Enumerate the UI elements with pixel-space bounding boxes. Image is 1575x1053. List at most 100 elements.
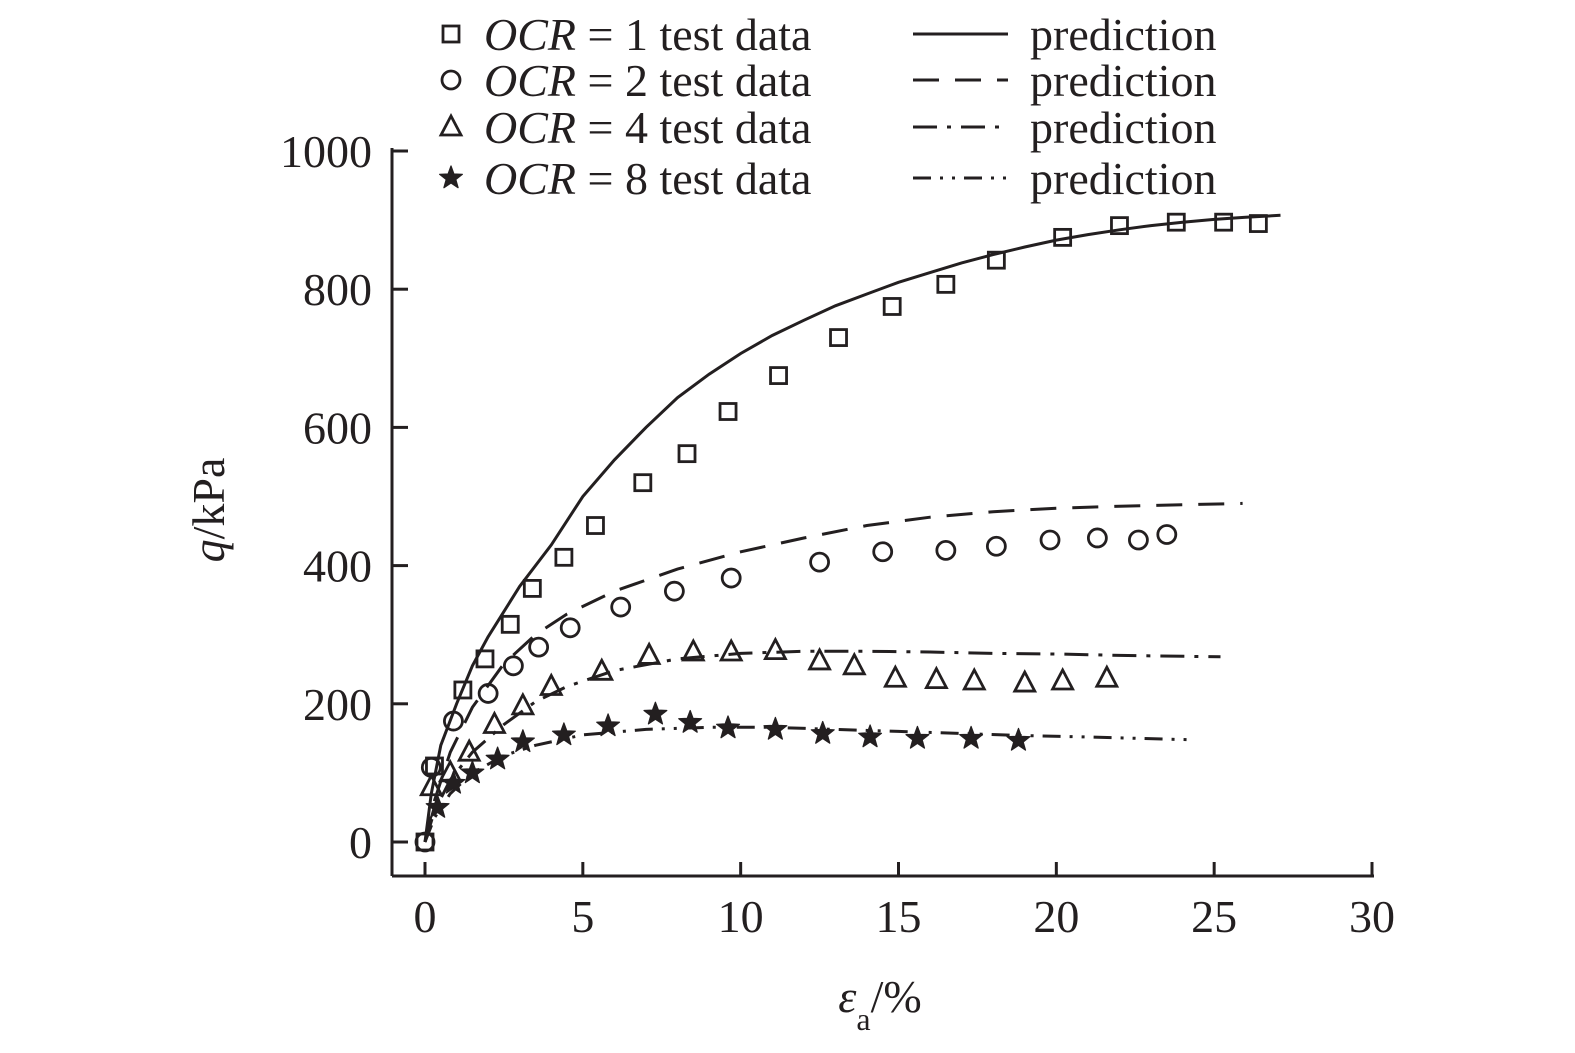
test-data-point bbox=[986, 250, 1006, 270]
test-data-point bbox=[763, 716, 788, 740]
legend-ocr-value: = 4 test data bbox=[576, 102, 811, 153]
legend-label: OCR = 1 test data bbox=[484, 9, 811, 60]
series-ocr-3 bbox=[423, 701, 1189, 843]
y-ticks: 0 200 400 600 800 1000 bbox=[280, 126, 408, 868]
test-data-point bbox=[858, 724, 883, 748]
test-data-point bbox=[554, 547, 574, 567]
legend-row: OCR = 2 test data prediction bbox=[440, 55, 1217, 106]
test-data-point bbox=[905, 725, 930, 749]
test-data-point bbox=[596, 713, 621, 737]
x-axis-unit: /% bbox=[871, 971, 922, 1022]
test-data-point bbox=[610, 596, 632, 618]
test-data-point bbox=[680, 637, 706, 662]
test-data-point bbox=[586, 516, 605, 535]
test-data-point bbox=[718, 402, 738, 421]
test-data-point bbox=[443, 710, 464, 732]
test-data-point bbox=[636, 641, 662, 665]
x-ticks: 0 5 10 15 20 25 30 bbox=[414, 862, 1395, 942]
legend-ocr-value: = 8 test data bbox=[576, 153, 811, 204]
test-data-point bbox=[425, 794, 450, 818]
test-data-point bbox=[829, 328, 848, 347]
test-data-point bbox=[1166, 212, 1186, 232]
legend-ocr-value: = 2 test data bbox=[576, 55, 811, 106]
test-data-point bbox=[643, 701, 668, 725]
y-tick-label: 800 bbox=[303, 264, 372, 315]
test-data-point bbox=[961, 666, 987, 691]
x-axis-subscript: a bbox=[856, 1001, 870, 1037]
y-tick-label: 200 bbox=[303, 679, 372, 730]
test-data-point bbox=[936, 274, 956, 294]
test-data-point bbox=[924, 665, 949, 690]
test-data-point bbox=[1012, 669, 1038, 693]
test-data-point bbox=[872, 541, 894, 563]
test-data-point bbox=[678, 709, 703, 733]
test-data-point bbox=[485, 746, 510, 770]
x-tick-label: 30 bbox=[1349, 891, 1395, 942]
legend-marker bbox=[438, 112, 464, 137]
legend-ocr-value: = 1 test data bbox=[576, 9, 811, 60]
x-tick-label: 25 bbox=[1191, 891, 1237, 942]
axes: 0 5 10 15 20 25 30 0 200 400 600 800 1000 bbox=[280, 126, 1395, 942]
test-data-point bbox=[810, 720, 835, 744]
test-data-point bbox=[985, 535, 1007, 557]
x-tick-label: 15 bbox=[876, 891, 922, 942]
test-data-point bbox=[418, 772, 444, 797]
y-tick-label: 1000 bbox=[280, 126, 372, 177]
test-data-point bbox=[1156, 524, 1178, 545]
test-data-point bbox=[551, 722, 576, 746]
test-data-point bbox=[769, 366, 788, 385]
y-tick-label: 0 bbox=[349, 817, 372, 868]
test-data-point bbox=[718, 637, 744, 662]
y-tick-label: 400 bbox=[303, 541, 372, 592]
test-data-point bbox=[538, 672, 564, 696]
legend-marker bbox=[441, 24, 461, 44]
test-data-point bbox=[883, 664, 908, 688]
test-data-point bbox=[528, 636, 550, 658]
test-data-point bbox=[720, 567, 742, 589]
test-data-point bbox=[1094, 664, 1120, 688]
y-tick-label: 600 bbox=[303, 402, 372, 453]
legend-prediction-label: prediction bbox=[1030, 153, 1217, 204]
test-data-point bbox=[882, 297, 902, 316]
y-axis-unit: /kPa bbox=[183, 458, 234, 540]
legend-prediction-label: prediction bbox=[1030, 102, 1217, 153]
prediction-line bbox=[423, 725, 1189, 843]
legend-label: OCR = 8 test data bbox=[484, 153, 811, 204]
series-ocr-2 bbox=[418, 636, 1221, 843]
series-ocr-0 bbox=[415, 212, 1281, 852]
x-tick-label: 20 bbox=[1033, 891, 1079, 942]
test-data-point bbox=[475, 649, 495, 669]
legend-row: OCR = 1 test data prediction bbox=[441, 9, 1217, 60]
test-data-point bbox=[807, 646, 832, 671]
test-data-point bbox=[809, 551, 830, 573]
legend-label: OCR = 2 test data bbox=[484, 55, 811, 106]
legend-row: OCR = 4 test data prediction bbox=[438, 102, 1217, 153]
test-data-point bbox=[1128, 529, 1149, 551]
x-tick-label: 0 bbox=[414, 891, 437, 942]
test-data-point bbox=[677, 444, 697, 464]
test-data-point bbox=[453, 680, 473, 700]
test-data-point bbox=[502, 655, 524, 677]
test-data-point bbox=[500, 614, 520, 634]
legend-marker bbox=[439, 165, 463, 189]
legend-label: OCR = 4 test data bbox=[484, 102, 811, 153]
test-data-point bbox=[1110, 216, 1129, 236]
test-data-point bbox=[1248, 214, 1268, 233]
series-ocr-1 bbox=[414, 501, 1243, 853]
x-tick-label: 10 bbox=[718, 891, 764, 942]
y-axis-symbol: q bbox=[183, 539, 234, 562]
test-data-point bbox=[477, 683, 499, 704]
legend-prediction-label: prediction bbox=[1030, 9, 1217, 60]
test-data-point bbox=[1053, 227, 1073, 247]
legend-marker bbox=[440, 69, 462, 91]
test-data-point bbox=[441, 770, 466, 794]
test-data-point bbox=[959, 725, 984, 749]
test-data-point bbox=[1214, 212, 1234, 232]
prediction-line bbox=[423, 501, 1243, 843]
legend-ocr-symbol: OCR bbox=[484, 55, 576, 106]
test-data-point bbox=[1086, 527, 1108, 549]
test-data-point bbox=[663, 580, 685, 602]
test-data-point bbox=[1039, 529, 1061, 551]
